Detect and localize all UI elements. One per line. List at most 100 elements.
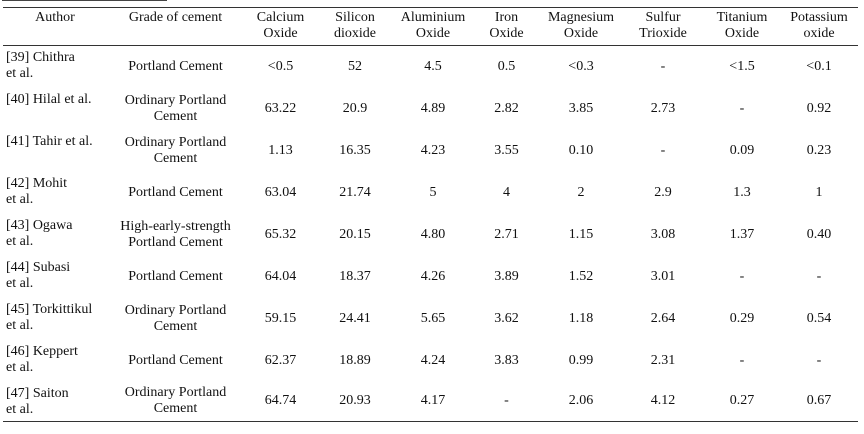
grade-text: Cement	[153, 150, 198, 166]
author-text: [42] Mohit	[6, 175, 68, 191]
value-cell-magnesium-oxide: <0.3	[568, 58, 594, 74]
grade-cell: High-early-strength Portland Cement	[107, 214, 244, 256]
value-cell-titanium-oxide: 1.37	[729, 226, 755, 242]
top-rule-fragment	[2, 0, 167, 4]
value-cell-sulfur-trioxide: -	[660, 58, 666, 74]
header-aluminium-oxide: Aluminium Oxide	[393, 7, 473, 46]
header-text: Iron	[494, 10, 519, 25]
value-cell-titanium-oxide: 0.09	[729, 142, 755, 158]
grade-text: Ordinary Portland	[124, 302, 227, 318]
table-row: [42] Mohit et al. Portland Cement 63.04 21.7…	[3, 172, 858, 214]
value-cell-sulfur-trioxide: 3.08	[650, 226, 676, 242]
table-row: [44] Subasi et al. Portland Cement 64.04 18.…	[3, 256, 858, 298]
author-text: et al.	[6, 275, 34, 291]
author-text: et al.	[6, 401, 34, 417]
value-cell-potassium-oxide: -	[816, 268, 822, 284]
value-cell-iron-oxide: 4	[503, 184, 510, 200]
table-body: [39] Chithra et al. Portland Cement <0.5 52 4…	[3, 46, 858, 422]
header-sulfur-trioxide: Sulfur Trioxide	[622, 7, 704, 46]
value-cell-silicon-dioxide: 20.9	[342, 100, 368, 116]
header-grade: Grade of cement	[107, 7, 244, 46]
header-text: Magnesium	[547, 10, 615, 25]
grade-cell: Ordinary Portland Cement	[107, 88, 244, 130]
author-text: [44] Subasi	[6, 259, 71, 275]
header-titanium-oxide: Titanium Oxide	[704, 7, 780, 46]
value-cell-titanium-oxide: <1.5	[729, 58, 755, 74]
value-cell-sulfur-trioxide: 2.9	[654, 184, 672, 200]
value-cell-calcium-oxide: 64.04	[264, 268, 297, 284]
value-cell-iron-oxide: 3.89	[494, 268, 519, 284]
table-row: [41] Tahir et al. Ordinary Portland Cement…	[3, 130, 858, 172]
value-cell-titanium-oxide: 1.3	[733, 184, 751, 200]
author-cell: [42] Mohit et al.	[3, 172, 107, 214]
value-cell-potassium-oxide: 0.54	[806, 310, 832, 326]
value-cell-calcium-oxide: 64.74	[244, 381, 317, 422]
author-cell: [44] Subasi et al.	[3, 256, 107, 298]
author-cell: [40] Hilal et al.	[3, 88, 107, 130]
header-text: Oxide	[489, 26, 524, 41]
grade-text: Cement	[153, 318, 198, 334]
author-text: [39] Chithra	[6, 50, 75, 65]
header-text: Grade of cement	[128, 10, 223, 25]
grade-text: Portland Cement	[128, 58, 223, 74]
header-author: Author	[3, 7, 107, 46]
value-cell-aluminium-oxide: 4.26	[420, 268, 446, 284]
grade-text: Ordinary Portland	[124, 385, 227, 401]
author-text: [41] Tahir et al.	[6, 133, 93, 149]
value-cell-sulfur-trioxide: 3.01	[650, 268, 676, 284]
value-cell-titanium-oxide: -	[739, 352, 745, 368]
grade-text: Portland Cement	[128, 352, 223, 368]
value-cell-aluminium-oxide: 4.89	[420, 100, 446, 116]
grade-cell: Ordinary Portland Cement	[107, 381, 244, 422]
author-text: et al.	[6, 233, 34, 249]
cement-oxide-table: Author Grade of cement Calcium Oxide Silicon…	[3, 7, 858, 422]
value-cell-aluminium-oxide: 4.5	[424, 58, 442, 74]
grade-cell: Portland Cement	[107, 172, 244, 214]
value-cell-magnesium-oxide: 1.15	[568, 226, 594, 242]
value-cell-silicon-dioxide: 18.37	[339, 268, 371, 284]
grade-cell: Ordinary Portland Cement	[107, 130, 244, 172]
grade-text: Cement	[153, 108, 198, 124]
value-cell-sulfur-trioxide: -	[660, 142, 666, 158]
header-potassium-oxide: Potassium oxide	[780, 7, 858, 46]
value-cell-potassium-oxide: 1	[815, 184, 823, 200]
table-row: [43] Ogawa et al. High-early-strength Portl…	[3, 214, 858, 256]
grade-cell: Portland Cement	[107, 46, 244, 88]
author-text: et al.	[6, 317, 34, 333]
author-text: [45] Torkittikul	[6, 301, 93, 317]
value-cell-sulfur-trioxide: 2.31	[650, 352, 676, 368]
value-cell-calcium-oxide: 63.04	[264, 184, 297, 200]
header-text: Trioxide	[639, 26, 687, 41]
grade-cell: Ordinary Portland Cement	[107, 298, 244, 340]
value-cell-potassium-oxide: 0.92	[806, 100, 832, 116]
author-cell: [43] Ogawa et al.	[3, 214, 107, 256]
value-cell-silicon-dioxide: 20.93	[317, 381, 393, 422]
value-cell-calcium-oxide: 59.15	[264, 310, 297, 326]
header-text: Titanium	[716, 10, 768, 25]
value-cell-aluminium-oxide: 4.23	[420, 142, 446, 158]
value-cell-titanium-oxide: 0.27	[704, 381, 780, 422]
header-text: Sulfur	[645, 10, 681, 25]
author-text: et al.	[6, 359, 34, 375]
value-cell-silicon-dioxide: 20.15	[339, 226, 371, 242]
value-cell-iron-oxide: 3.55	[494, 142, 519, 158]
value-cell-silicon-dioxide: 21.74	[339, 184, 371, 200]
value-cell-calcium-oxide: 65.32	[264, 226, 297, 242]
table-row: [47] Saiton et al. Ordinary Portland Cement…	[3, 381, 858, 422]
header-text: Oxide	[415, 26, 451, 41]
table-row: [46] Keppert et al. Portland Cement 62.37 18…	[3, 340, 858, 382]
grade-text: Portland Cement	[128, 234, 223, 250]
grade-cell: Portland Cement	[107, 340, 244, 382]
value-cell-potassium-oxide: 0.67	[780, 381, 858, 422]
value-cell-potassium-oxide: <0.1	[806, 58, 832, 74]
value-cell-iron-oxide: 2.71	[494, 226, 519, 242]
value-cell-potassium-oxide: 0.23	[806, 142, 832, 158]
author-text: [40] Hilal et al.	[6, 91, 92, 107]
grade-text: High-early-strength	[120, 218, 231, 234]
value-cell-potassium-oxide: 0.40	[806, 226, 832, 242]
author-text: [46] Keppert	[6, 343, 78, 359]
value-cell-sulfur-trioxide: 2.64	[650, 310, 676, 326]
value-cell-magnesium-oxide: 2.06	[540, 381, 622, 422]
value-cell-aluminium-oxide: 5	[429, 184, 437, 200]
